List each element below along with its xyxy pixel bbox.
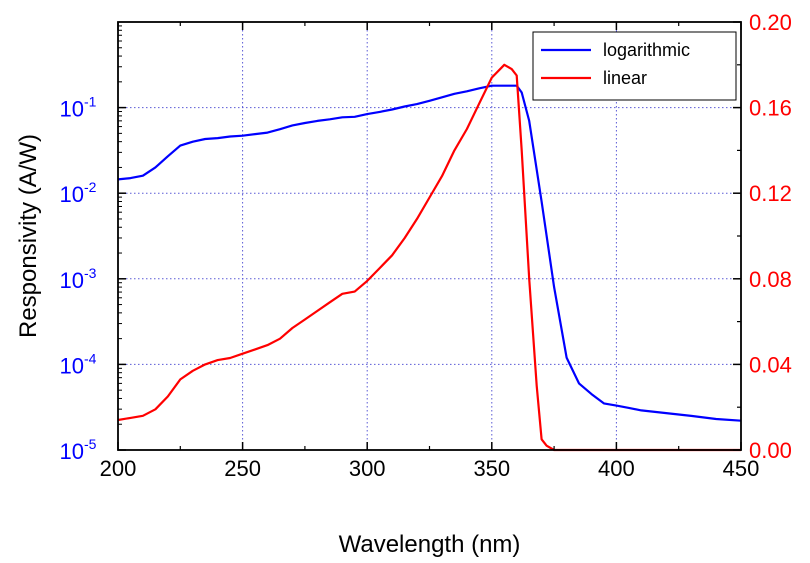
legend-box (532, 31, 737, 101)
left-y-tick-label: 10-2 (60, 179, 97, 207)
left-y-tick-labels: 10-5 10-4 10-3 10-2 10-1 (60, 94, 97, 464)
x-tick-label: 300 (349, 456, 386, 481)
left-y-tick-label: 10-4 (60, 350, 97, 378)
left-y-tick-label: 10-5 (60, 436, 97, 464)
legend-label-logarithmic: logarithmic (603, 40, 690, 60)
x-tick-labels: 200 250 300 350 400 450 (100, 456, 760, 481)
right-y-tick-label: 0.00 (749, 438, 792, 463)
x-tick-label: 400 (598, 456, 635, 481)
x-tick-label: 250 (224, 456, 261, 481)
right-y-tick-label: 0.12 (749, 181, 792, 206)
tick-marks (117, 21, 742, 451)
right-y-tick-labels: 0.00 0.04 0.08 0.12 0.16 0.20 (749, 10, 792, 463)
x-axis-title: Wavelength (nm) (339, 531, 521, 558)
right-y-tick-label: 0.04 (749, 352, 792, 377)
x-tick-label: 450 (723, 456, 760, 481)
gridlines (118, 22, 741, 450)
right-y-tick-label: 0.08 (749, 267, 792, 292)
x-tick-label: 350 (473, 456, 510, 481)
plot-lines (117, 63, 742, 452)
series-line-linear (117, 63, 741, 452)
left-y-tick-label: 10-3 (60, 265, 97, 293)
left-y-tick-label: 10-1 (60, 94, 97, 122)
legend-label-linear: linear (603, 68, 647, 88)
right-y-tick-label: 0.20 (749, 10, 792, 35)
y-axis-title: Responsivity (A/W) (15, 134, 42, 338)
right-y-tick-label: 0.16 (749, 96, 792, 121)
x-tick-label: 200 (100, 456, 137, 481)
series-line-logarithmic (117, 84, 742, 422)
legend: logarithmic linear (532, 31, 737, 101)
